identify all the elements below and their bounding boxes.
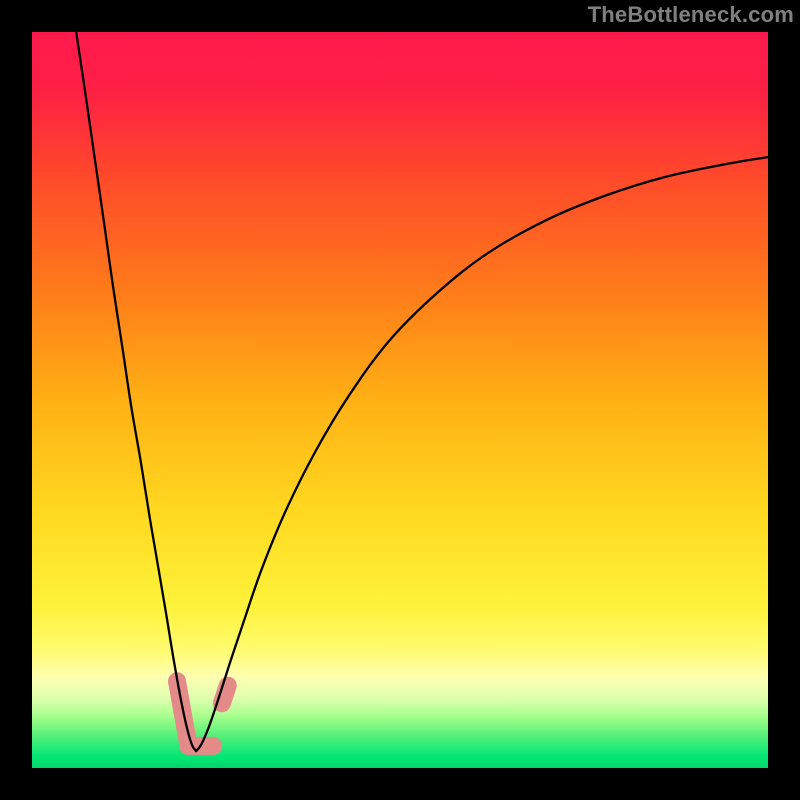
chart-background [32,32,768,768]
chart-svg [32,32,768,768]
chart-frame: TheBottleneck.com [0,0,800,800]
watermark-text: TheBottleneck.com [588,2,794,28]
plot-area [32,32,768,768]
